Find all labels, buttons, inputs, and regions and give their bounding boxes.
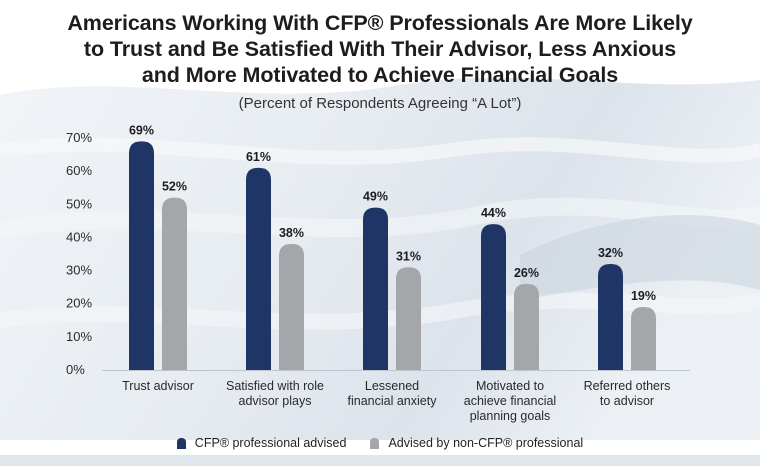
legend-label-non-cfp: Advised by non-CFP® professional: [388, 436, 584, 450]
x-category-label: Motivated to achieve financial planning go…: [464, 379, 556, 423]
chart-title-line-1: Americans Working With CFP® Professional…: [67, 11, 693, 35]
data-label-non-cfp: 38%: [279, 226, 304, 240]
x-category-label-line: Motivated to: [476, 379, 544, 393]
x-category-label: Trust advisor: [122, 379, 194, 393]
legend-swatch-non-cfp: [370, 437, 380, 449]
chart-title-line-2: to Trust and Be Satisfied With Their Adv…: [83, 37, 677, 61]
bar-non-cfp: [514, 283, 539, 370]
x-category-label-line: advisor plays: [239, 394, 312, 408]
x-category-label-line: planning goals: [470, 409, 551, 423]
chart-title: Americans Working With CFP® Professional…: [0, 10, 760, 88]
bar-cfp: [363, 207, 388, 370]
data-label-cfp: 49%: [363, 190, 388, 204]
x-category-label-line: Lessened: [365, 379, 419, 393]
data-label-cfp: 44%: [481, 206, 506, 220]
bar-non-cfp: [631, 307, 656, 370]
x-category-label-line: achieve financial: [464, 394, 556, 408]
chart-subtitle: (Percent of Respondents Agreeing “A Lot”…: [238, 95, 522, 112]
legend-swatch-cfp: [176, 437, 186, 449]
x-category-label: Lessened financial anxiety: [348, 379, 438, 408]
x-category-label-line: financial anxiety: [348, 394, 438, 408]
data-label-non-cfp: 19%: [631, 289, 656, 303]
y-tick-label: 30%: [66, 263, 92, 278]
x-category-label: Satisfied with role advisor plays: [226, 379, 324, 408]
bar-non-cfp: [162, 197, 187, 370]
data-label-non-cfp: 52%: [162, 180, 187, 194]
legend-item-non-cfp: Advised by non-CFP® professional: [370, 436, 583, 450]
x-category-label-line: to advisor: [600, 394, 654, 408]
y-tick-label: 70%: [66, 130, 92, 145]
data-label-non-cfp: 26%: [514, 266, 539, 280]
bar-cfp: [481, 224, 506, 370]
y-tick-label: 40%: [66, 229, 92, 244]
y-tick-label: 10%: [66, 329, 92, 344]
y-tick-label: 20%: [66, 296, 92, 311]
data-label-cfp: 32%: [598, 246, 623, 260]
bar-non-cfp: [396, 267, 421, 370]
chart-title-line-3: and More Motivated to Achieve Financial …: [141, 63, 619, 87]
legend-label-cfp: CFP® professional advised: [194, 436, 347, 450]
y-tick-label: 60%: [66, 163, 92, 178]
bar-cfp: [246, 167, 271, 370]
legend-item-cfp: CFP® professional advised: [176, 436, 347, 450]
bar-cfp: [129, 141, 154, 370]
x-category-label-line: Referred others: [584, 379, 671, 393]
bar-non-cfp: [279, 244, 304, 370]
chart-legend: CFP® professional advised Advised by non…: [0, 433, 760, 453]
y-tick-label: 0%: [66, 362, 85, 377]
bar-cfp: [598, 263, 623, 370]
y-tick-label: 50%: [66, 196, 92, 211]
x-category-label-line: Satisfied with role: [226, 379, 324, 393]
x-category-label-line: Trust advisor: [122, 379, 194, 393]
x-category-label: Referred others to advisor: [584, 379, 671, 408]
data-label-cfp: 69%: [129, 123, 154, 137]
data-label-non-cfp: 31%: [396, 249, 421, 263]
data-label-cfp: 61%: [246, 150, 271, 164]
